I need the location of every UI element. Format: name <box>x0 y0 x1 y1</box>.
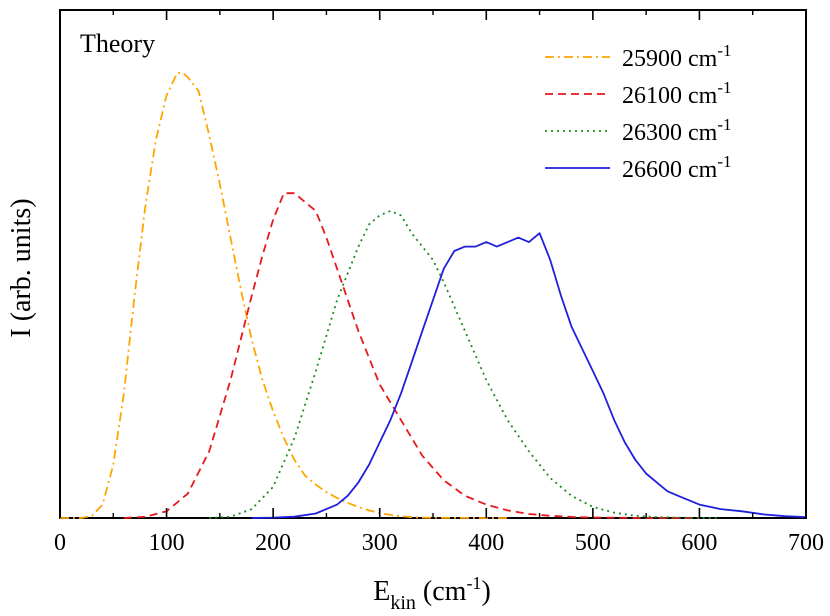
legend-label-2: 26100 cm-1 <box>622 78 732 109</box>
theory-annotation: Theory <box>80 29 155 58</box>
series-layer <box>60 72 807 519</box>
ticks-layer: 0 100 200 300 400 500 600 700 <box>54 10 824 556</box>
legend-label-superscript: -1 <box>717 41 731 60</box>
series-line-2 <box>123 192 700 519</box>
x-axis-label-sub: kin <box>390 592 416 614</box>
legend-label-3: 26300 cm-1 <box>622 115 732 146</box>
x-tick-label: 200 <box>255 530 291 556</box>
x-axis-label: Ekin (cm-1) <box>373 573 491 614</box>
x-axis-label-unit-close: ) <box>481 576 490 607</box>
legend-label-superscript: -1 <box>717 152 731 171</box>
series-line-1 <box>60 72 508 519</box>
x-tick-label: 0 <box>54 530 66 556</box>
x-axis-label-unit-sup: -1 <box>466 573 481 593</box>
legend-label-superscript: -1 <box>717 78 731 97</box>
legend-label-text: 26100 cm <box>622 83 718 109</box>
x-tick-label: 500 <box>575 530 611 556</box>
legend-label-superscript: -1 <box>717 115 731 134</box>
series-line-3 <box>209 210 721 519</box>
legend-label-1: 25900 cm-1 <box>622 41 732 72</box>
y-axis-label: I (arb. units) <box>6 198 37 337</box>
series-line-4 <box>251 232 807 519</box>
x-tick-label: 300 <box>362 530 398 556</box>
legend-label-text: 26600 cm <box>622 157 718 183</box>
x-tick-label: 600 <box>681 530 717 556</box>
legend-label-4: 26600 cm-1 <box>622 152 732 183</box>
x-tick-label: 100 <box>149 530 185 556</box>
legend-label-text: 26300 cm <box>622 120 718 146</box>
x-axis-label-main: E <box>373 576 390 607</box>
x-tick-label: 700 <box>788 530 824 556</box>
x-tick-label: 400 <box>468 530 504 556</box>
legend-label-text: 25900 cm <box>622 46 718 72</box>
x-axis-label-unit-open: (cm <box>416 576 467 607</box>
